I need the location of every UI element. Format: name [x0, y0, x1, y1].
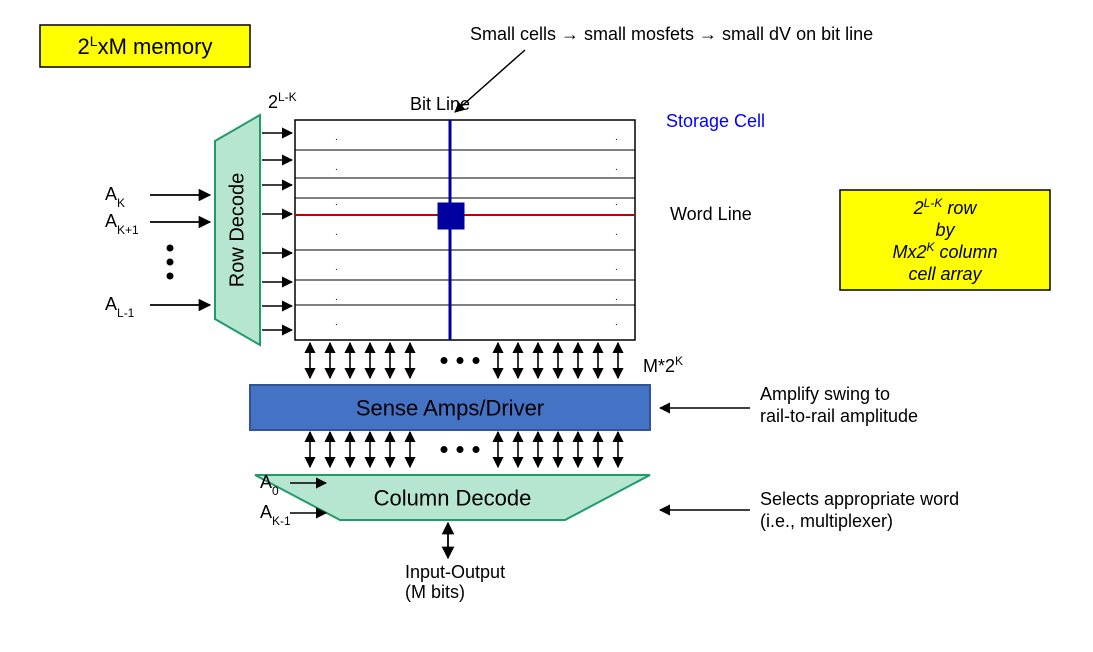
- title-label: 2LxM memory: [78, 33, 213, 59]
- label: .: [335, 227, 338, 238]
- label: .: [615, 197, 618, 208]
- vdots: [167, 273, 174, 280]
- sense-note: rail-to-rail amplitude: [760, 406, 918, 426]
- col-addr-label: AK-1: [260, 502, 291, 528]
- label: .: [615, 227, 618, 238]
- io-label: Input-Output: [405, 562, 505, 582]
- array-dim-line: cell array: [908, 264, 982, 284]
- sa-col-dots: [441, 446, 448, 453]
- row-decode-label: Row Decode: [227, 173, 249, 288]
- label: .: [615, 132, 618, 143]
- array-sa-dots: [441, 357, 448, 364]
- coldec-note: Selects appropriate word: [760, 489, 959, 509]
- array-sa-dots: [457, 357, 464, 364]
- bit-line-label: Bit Line: [410, 94, 470, 114]
- array-dim-line: by: [935, 220, 955, 240]
- column-decode-label: Column Decode: [374, 486, 532, 511]
- label: .: [615, 317, 618, 328]
- io-label: (M bits): [405, 582, 465, 602]
- array-dim-line: 2L-K row: [913, 196, 978, 218]
- label: .: [615, 162, 618, 173]
- label: .: [335, 262, 338, 273]
- coldec-note: (i.e., multiplexer): [760, 511, 893, 531]
- array-sa-dots: [473, 357, 480, 364]
- vdots: [167, 259, 174, 266]
- label: .: [615, 292, 618, 303]
- col-count-label: M*2K: [643, 354, 683, 376]
- sense-note: Amplify swing to: [760, 384, 890, 404]
- label: .: [335, 132, 338, 143]
- addr-label: AK+1: [105, 211, 139, 237]
- sa-col-dots: [473, 446, 480, 453]
- cell-array: [295, 120, 635, 340]
- addr-label: AK: [105, 184, 125, 210]
- label: .: [335, 162, 338, 173]
- label: .: [615, 262, 618, 273]
- label: .: [335, 292, 338, 303]
- storage-cell-label: Storage Cell: [666, 111, 765, 131]
- addr-label: AL-1: [105, 294, 135, 320]
- row-count-label: 2L-K: [268, 90, 297, 112]
- storage-cell: [438, 203, 464, 229]
- label: .: [335, 317, 338, 328]
- word-line-label: Word Line: [670, 204, 752, 224]
- sense-amps-label: Sense Amps/Driver: [356, 396, 544, 421]
- vdots: [167, 245, 174, 252]
- top-note: Small cells → small mosfets → small dV o…: [470, 24, 873, 44]
- sa-col-dots: [457, 446, 464, 453]
- label: .: [335, 197, 338, 208]
- array-dim-line: Mx2K column: [892, 240, 997, 262]
